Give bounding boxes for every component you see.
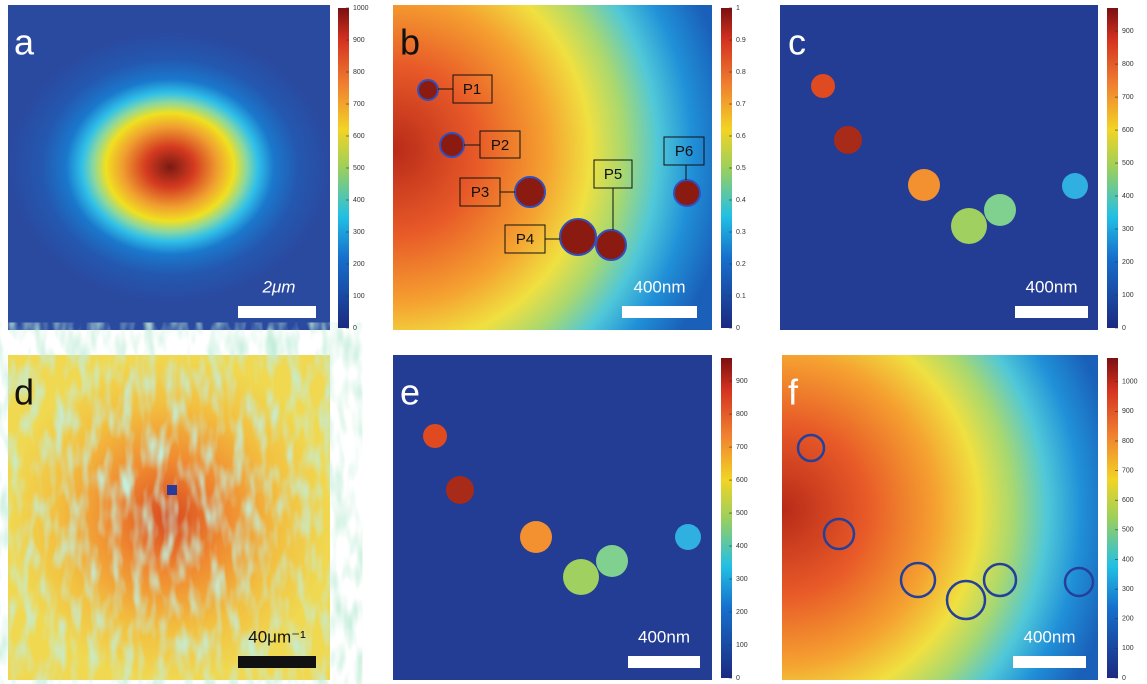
colorbar-tick-label: 400 [736,543,748,550]
colorbar-tick-label: 500 [736,510,748,517]
colorbar-tick-label: 900 [1122,408,1134,415]
colorbar-tick-label: 600 [1122,497,1134,504]
colorbar-tick-label: 0 [353,325,357,332]
colorbar [1107,358,1118,678]
colorbar-tick-label: 1000 [1122,379,1138,386]
panel-label: b [400,22,420,63]
colorbar-tick-label: 0 [736,325,740,332]
point-label: P6 [675,143,693,160]
panel-label: e [400,372,420,413]
panel-label: f [788,372,799,413]
colorbar-tick-label: 300 [1122,586,1134,593]
point-label: P1 [463,81,481,98]
scale-bar [238,306,316,318]
colorbar-tick-label: 0.7 [736,101,746,108]
colorbar-tick-label: 900 [353,37,365,44]
colorbar-tick-label: 400 [1122,193,1134,200]
colorbar-tick-label: 200 [1122,259,1134,266]
scale-bar-label: 40μm⁻¹ [248,627,306,646]
colorbar-tick-label: 1 [736,5,740,12]
colorbar-tick-label: 400 [1122,556,1134,563]
colorbar-tick-label: 0.3 [736,229,746,236]
colorbar-tick-label: 1000 [353,5,369,12]
colorbar-tick-label: 800 [353,69,365,76]
colorbar-tick-label: 0.4 [736,197,746,204]
colorbar-tick-label: 100 [1122,645,1134,652]
panel-label: a [14,22,35,63]
colorbar-tick-label: 0.5 [736,165,746,172]
panel-label: d [14,372,34,413]
scale-bar-label: 2μm [262,277,296,296]
scale-bar [1013,656,1086,668]
colorbar [721,358,732,678]
colorbar-tick-label: 500 [1122,527,1134,534]
colorbar-tick-label: 100 [1122,292,1134,299]
colorbar-tick-label: 300 [353,229,365,236]
colorbar-tick-label: 800 [1122,438,1134,445]
colorbar-tick-label: 700 [1122,94,1134,101]
colorbar-tick-label: 0 [1122,675,1126,682]
colorbar-tick-label: 700 [353,101,365,108]
colorbar-tick-label: 0.6 [736,133,746,140]
colorbar-tick-label: 300 [1122,226,1134,233]
scale-bar [622,306,697,318]
scale-bar [1015,306,1088,318]
point-label: P5 [604,166,622,183]
colorbar-tick-label: 900 [736,378,748,385]
colorbar-tick-label: 100 [736,642,748,649]
colorbar-tick-label: 600 [353,133,365,140]
colorbar-tick-label: 800 [736,411,748,418]
point-label: P3 [471,184,489,201]
colorbar-tick-label: 600 [736,477,748,484]
colorbar-tick-label: 0 [736,675,740,682]
colorbar-tick-label: 0 [1122,325,1126,332]
colorbar-tick-label: 0.9 [736,37,746,44]
colorbar-tick-label: 0.2 [736,261,746,268]
scale-bar-label: 400nm [634,277,686,296]
colorbar-tick-label: 200 [736,609,748,616]
colorbar-tick-label: 700 [1122,467,1134,474]
intensity-spot [10,32,330,302]
figure: a2μm01002003004005006007008009001000b400… [0,0,1147,684]
colorbar-tick-label: 500 [1122,160,1134,167]
colorbar-tick-label: 300 [736,576,748,583]
colorbar-tick-label: 900 [1122,28,1134,35]
scale-bar [238,656,316,668]
colorbar-tick-label: 500 [353,165,365,172]
colorbar-tick-label: 800 [1122,61,1134,68]
colorbar-tick-label: 100 [353,293,365,300]
colorbar-tick-label: 0.8 [736,69,746,76]
scale-bar-label: 400nm [1026,277,1078,296]
center-mark [167,485,177,495]
colorbar-tick-label: 0.1 [736,293,746,300]
colorbar-tick-label: 700 [736,444,748,451]
panel-label: c [788,22,806,63]
colorbar-tick-label: 200 [1122,616,1134,623]
colorbar [1107,8,1118,328]
colorbar-tick-label: 400 [353,197,365,204]
scale-bar-label: 400nm [1024,627,1076,646]
point-label: P4 [516,231,534,248]
scale-bar [628,656,700,668]
colorbar-tick-label: 200 [353,261,365,268]
point-label: P2 [491,137,509,154]
scale-bar-label: 400nm [638,627,690,646]
colorbar-tick-label: 600 [1122,127,1134,134]
